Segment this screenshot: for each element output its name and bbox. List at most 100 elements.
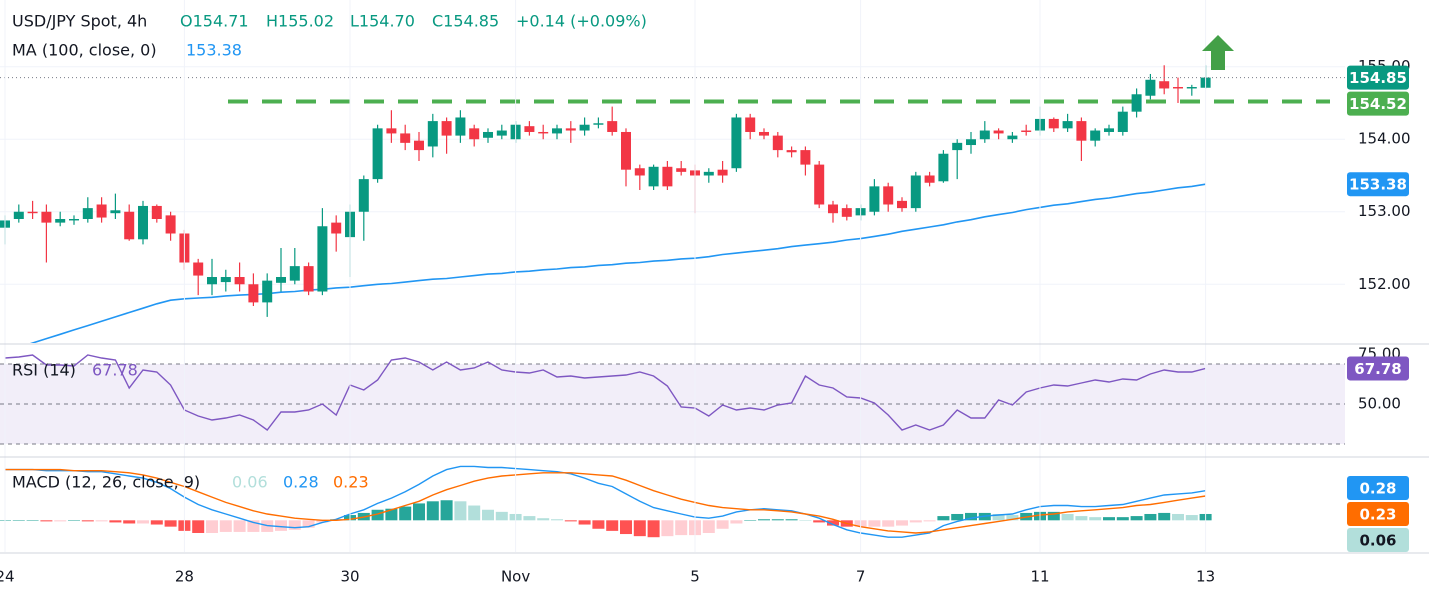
macd-hist-value: 0.06 — [232, 473, 268, 492]
price-tag-label: 154.52 — [1349, 95, 1407, 113]
candle-body — [662, 166, 673, 187]
chart-title: USD/JPY Spot, 4h — [12, 12, 147, 31]
macd-histogram-bar — [164, 520, 177, 527]
macd-histogram-bar — [564, 520, 577, 522]
macd-histogram-bar — [537, 518, 550, 521]
candle-body — [1131, 94, 1142, 112]
macd-histogram-bar — [744, 520, 757, 521]
macd-histogram-bar — [1006, 515, 1019, 521]
ma-legend: MA (100, close, 0) — [12, 41, 157, 60]
macd-histogram-bar — [606, 520, 619, 531]
candle-body — [910, 175, 921, 209]
macd-histogram-bar — [758, 519, 770, 521]
candle-body — [138, 205, 148, 240]
candle-body — [759, 131, 769, 136]
macd-histogram-bar — [965, 512, 977, 521]
x-tick-label: 5 — [690, 568, 700, 586]
macd-histogram-bar — [468, 505, 481, 521]
up-arrow — [1202, 35, 1234, 70]
macd-histogram-bar — [1047, 511, 1060, 521]
macd-histogram-bar — [454, 501, 467, 521]
macd-histogram-bar — [206, 520, 218, 533]
candle-body — [289, 266, 300, 281]
macd-histogram-bar — [192, 520, 205, 533]
candle-body — [82, 208, 93, 219]
x-tick-label: 11 — [1030, 568, 1049, 586]
candle-body — [1007, 135, 1018, 140]
candle-body — [538, 131, 549, 134]
x-tick-label: 24 — [0, 568, 15, 586]
candle-body — [897, 200, 907, 209]
macd-legend: MACD (12, 26, close, 9) — [12, 473, 200, 492]
candle-body — [276, 277, 286, 283]
candle-body — [524, 126, 535, 132]
candle-body — [441, 121, 452, 136]
price-tag-label: 0.28 — [1359, 480, 1396, 498]
x-tick-label: 28 — [175, 568, 194, 586]
macd-histogram-bar — [12, 520, 25, 521]
macd-histogram-bar — [371, 509, 384, 521]
ohlc-high: H155.02 — [266, 12, 334, 31]
candle-body — [993, 130, 1004, 134]
macd-histogram-bar — [730, 520, 743, 524]
macd-histogram-bar — [81, 520, 94, 522]
candle-body — [1186, 87, 1197, 89]
macd-histogram-bar — [771, 519, 784, 521]
candle-body — [1173, 87, 1183, 89]
candle-body — [483, 131, 493, 138]
price-tag-label: 0.06 — [1359, 532, 1396, 550]
macd-histogram-bar — [716, 520, 729, 529]
rsi-legend-value: 67.78 — [92, 361, 138, 380]
candle-body — [607, 121, 618, 132]
rsi-legend: RSI (14) — [12, 361, 76, 380]
x-tick-label: 7 — [856, 568, 866, 586]
candle-body — [565, 128, 576, 131]
macd-histogram-bar — [661, 520, 674, 537]
candle-body — [841, 208, 852, 217]
macd-histogram-bar — [1116, 517, 1129, 521]
macd-histogram-bar — [523, 516, 536, 521]
macd-histogram-bar — [551, 519, 563, 521]
ohlc-close: C154.85 — [432, 12, 499, 31]
macd-histogram-bar — [123, 520, 136, 524]
macd-histogram-bar — [137, 520, 149, 524]
ma-legend-value: 153.38 — [186, 41, 242, 60]
macd-histogram-bar — [440, 500, 453, 521]
candle-body — [634, 168, 645, 176]
candle-body — [621, 131, 631, 170]
candle-body — [883, 186, 894, 205]
candle-body — [938, 153, 949, 182]
macd-histogram-bar — [785, 519, 798, 521]
ma-line — [29, 183, 1206, 343]
macd-histogram-bar — [827, 520, 839, 526]
price-tag-label: 154.85 — [1349, 69, 1407, 87]
macd-histogram-bar — [109, 520, 122, 523]
candle-body — [69, 218, 79, 221]
ohlc-open: O154.71 — [180, 12, 249, 31]
macd-histogram-bar — [937, 516, 950, 521]
candle-body — [248, 284, 259, 303]
candle-body — [1076, 121, 1087, 141]
candle-body — [110, 210, 121, 214]
macd-histogram-bar — [495, 511, 508, 521]
macd-histogram-bar — [868, 520, 881, 527]
x-tick-label: 30 — [340, 568, 359, 586]
macd-histogram-bar — [896, 520, 908, 526]
macd-histogram-bar — [482, 509, 494, 521]
candle-body — [151, 205, 162, 219]
candle-body — [1090, 130, 1101, 141]
candle-body — [966, 139, 976, 146]
price-tag-label: 153.38 — [1349, 176, 1407, 194]
candle-body — [952, 142, 963, 151]
price-tag — [1347, 172, 1409, 197]
macd-histogram-bar — [68, 520, 80, 521]
macd-histogram-bar — [633, 520, 646, 537]
macd-histogram-bar — [882, 520, 895, 527]
macd-histogram-bar — [233, 520, 246, 532]
macd-histogram-bar — [150, 520, 163, 525]
x-tick-label: Nov — [501, 568, 530, 586]
macd-histogram-bar — [426, 501, 439, 521]
pane — [0, 65, 1345, 343]
macd-histogram-bar — [675, 520, 688, 536]
